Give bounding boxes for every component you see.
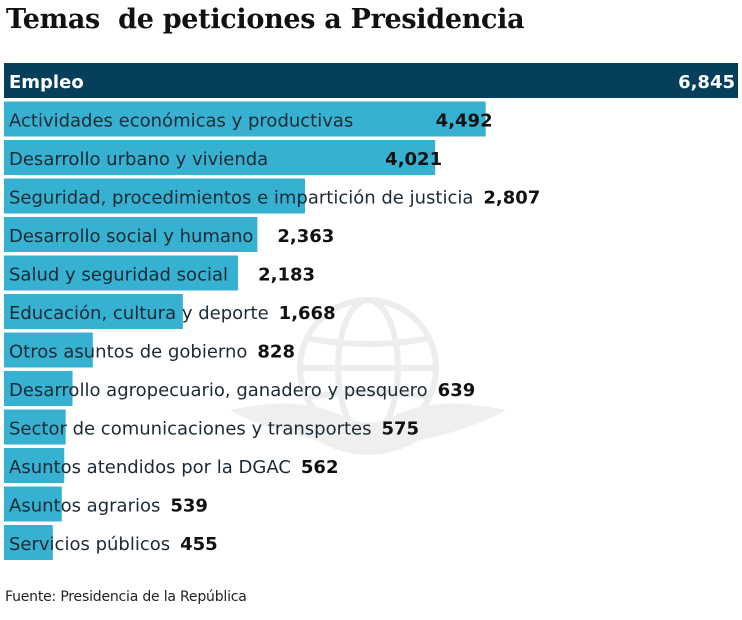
bar-label-6: Salud y seguridad social	[9, 265, 228, 286]
bar-2	[4, 101, 486, 137]
bar-11	[4, 448, 65, 483]
bar-label-3: Desarrollo urbano y vivienda	[9, 149, 268, 170]
bar-label-9: Desarrollo agropecuario, ganadero y pesq…	[9, 380, 428, 401]
bar-value-7: 1,668	[279, 303, 336, 324]
bar-value-11: 562	[301, 457, 339, 478]
bar-1	[4, 63, 738, 98]
bar-label-1: Empleo	[9, 72, 84, 93]
bar-value-6: 2,183	[258, 265, 315, 286]
bar-label-10: Sector de comunicaciones y transportes	[9, 419, 372, 440]
bar-label-11: Asuntos atendidos por la DGAC	[9, 457, 291, 478]
bar-10	[4, 409, 66, 445]
bar-value-13: 455	[180, 534, 218, 555]
bar-13	[4, 525, 53, 560]
bar-12	[4, 486, 62, 522]
bar-label-8: Otros asuntos de gobierno	[9, 342, 247, 363]
bar-value-2: 4,492	[436, 111, 493, 132]
bar-label-4: Seguridad, procedimientos e impartición …	[9, 188, 473, 209]
bar-label-7: Educación, cultura y deporte	[9, 303, 269, 324]
bar-value-12: 539	[170, 496, 208, 517]
source-note: Fuente: Presidencia de la República	[5, 589, 247, 605]
bar-4	[4, 178, 305, 214]
bar-value-8: 828	[257, 342, 295, 363]
bar-3	[4, 140, 436, 175]
bar-7	[4, 294, 183, 329]
bars-layer	[4, 63, 738, 560]
bar-value-3: 4,021	[385, 149, 442, 170]
bar-value-5: 2,363	[277, 226, 334, 247]
chart-title: Temas de peticiones a Presidencia	[6, 4, 525, 35]
bar-9	[4, 371, 73, 406]
bar-label-13: Servicios públicos	[9, 534, 170, 555]
bar-value-1: 6,845	[678, 72, 735, 93]
bar-value-4: 2,807	[483, 188, 540, 209]
bar-8	[4, 332, 93, 368]
bar-5	[4, 217, 258, 252]
bar-label-12: Asuntos agrarios	[9, 496, 160, 517]
bar-value-9: 639	[438, 380, 476, 401]
labels-layer: Empleo 6,845 Actividades económicas y prod…	[9, 72, 735, 555]
bar-value-10: 575	[382, 419, 420, 440]
bar-label-2: Actividades económicas y productivas	[9, 111, 353, 132]
bar-label-5: Desarrollo social y humano	[9, 226, 253, 247]
bar-6	[4, 255, 239, 291]
